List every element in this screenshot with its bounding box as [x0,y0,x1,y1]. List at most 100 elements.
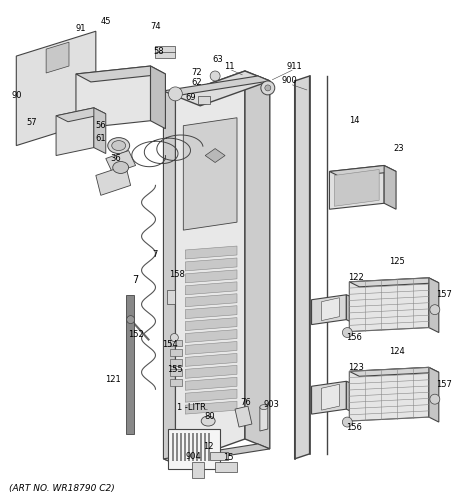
Text: 124: 124 [389,347,405,356]
Bar [208,433,210,461]
Text: 14: 14 [349,116,360,125]
Text: 904: 904 [185,453,201,461]
Polygon shape [349,367,429,421]
Bar [170,380,182,386]
Polygon shape [94,108,106,154]
Bar [170,340,182,346]
Polygon shape [346,295,356,325]
Text: 900: 900 [282,77,298,86]
Polygon shape [235,406,252,427]
Polygon shape [185,282,237,295]
Ellipse shape [201,416,215,426]
Polygon shape [183,118,237,230]
Polygon shape [311,382,346,414]
Polygon shape [185,246,237,259]
Text: 158: 158 [169,270,185,279]
Polygon shape [311,295,346,325]
Text: 1 -LITR.: 1 -LITR. [177,403,208,412]
Bar [200,433,202,461]
Bar [170,349,182,356]
Text: 7: 7 [132,275,139,285]
Text: 7: 7 [153,250,158,260]
Text: 36: 36 [110,154,121,163]
Text: 157: 157 [436,380,452,389]
Text: 74: 74 [150,22,161,31]
Bar [196,433,198,461]
Text: 90: 90 [11,91,21,100]
Polygon shape [164,91,175,464]
Circle shape [261,81,275,95]
Polygon shape [56,108,94,156]
Text: 61: 61 [95,134,106,143]
Bar [170,359,182,366]
Text: 23: 23 [394,144,404,153]
Text: 123: 123 [348,363,364,372]
Circle shape [265,85,271,91]
Text: 12: 12 [203,443,213,452]
Polygon shape [335,169,379,206]
Text: 69: 69 [185,93,196,102]
Circle shape [210,71,220,81]
Polygon shape [185,270,237,283]
Ellipse shape [112,141,126,151]
Polygon shape [185,318,237,331]
Text: 156: 156 [346,422,362,431]
Polygon shape [185,342,237,354]
Polygon shape [175,71,270,106]
Bar [192,462,204,478]
Bar [180,433,182,461]
Polygon shape [260,405,268,431]
Circle shape [342,417,352,427]
Text: 121: 121 [105,375,120,384]
Polygon shape [164,444,270,464]
Text: 45: 45 [100,17,111,26]
Circle shape [168,87,182,101]
Circle shape [430,394,440,404]
Polygon shape [16,31,96,146]
Ellipse shape [260,405,268,410]
Circle shape [127,316,135,324]
Ellipse shape [108,138,129,154]
Polygon shape [76,66,165,82]
Polygon shape [185,306,237,319]
Text: 155: 155 [167,365,183,374]
Bar [204,433,206,461]
Polygon shape [185,401,237,414]
Text: 911: 911 [287,61,302,71]
Circle shape [170,334,178,342]
Polygon shape [429,367,439,422]
Polygon shape [185,353,237,366]
Text: 122: 122 [348,273,364,282]
Polygon shape [295,76,310,459]
Text: 903: 903 [264,400,280,409]
Polygon shape [185,258,237,271]
Circle shape [430,305,440,314]
Polygon shape [321,298,339,321]
Bar [126,295,134,434]
Polygon shape [106,151,136,173]
Text: 152: 152 [128,330,144,339]
Polygon shape [329,165,384,209]
Bar [167,290,175,304]
Text: 72: 72 [191,69,201,78]
Polygon shape [96,165,131,196]
Polygon shape [185,294,237,307]
Bar [198,96,210,104]
Polygon shape [164,76,270,96]
Text: 57: 57 [26,118,36,127]
Polygon shape [329,165,396,177]
Polygon shape [349,278,439,287]
Polygon shape [429,278,439,333]
Text: 91: 91 [76,24,86,33]
Polygon shape [346,382,356,414]
Polygon shape [349,367,439,376]
Polygon shape [175,71,245,464]
Polygon shape [185,365,237,379]
Text: 63: 63 [213,54,223,64]
Text: 76: 76 [241,398,251,407]
Polygon shape [185,389,237,402]
Polygon shape [384,165,396,209]
Text: 157: 157 [436,290,452,299]
Bar [210,452,228,460]
Text: 125: 125 [389,258,405,267]
